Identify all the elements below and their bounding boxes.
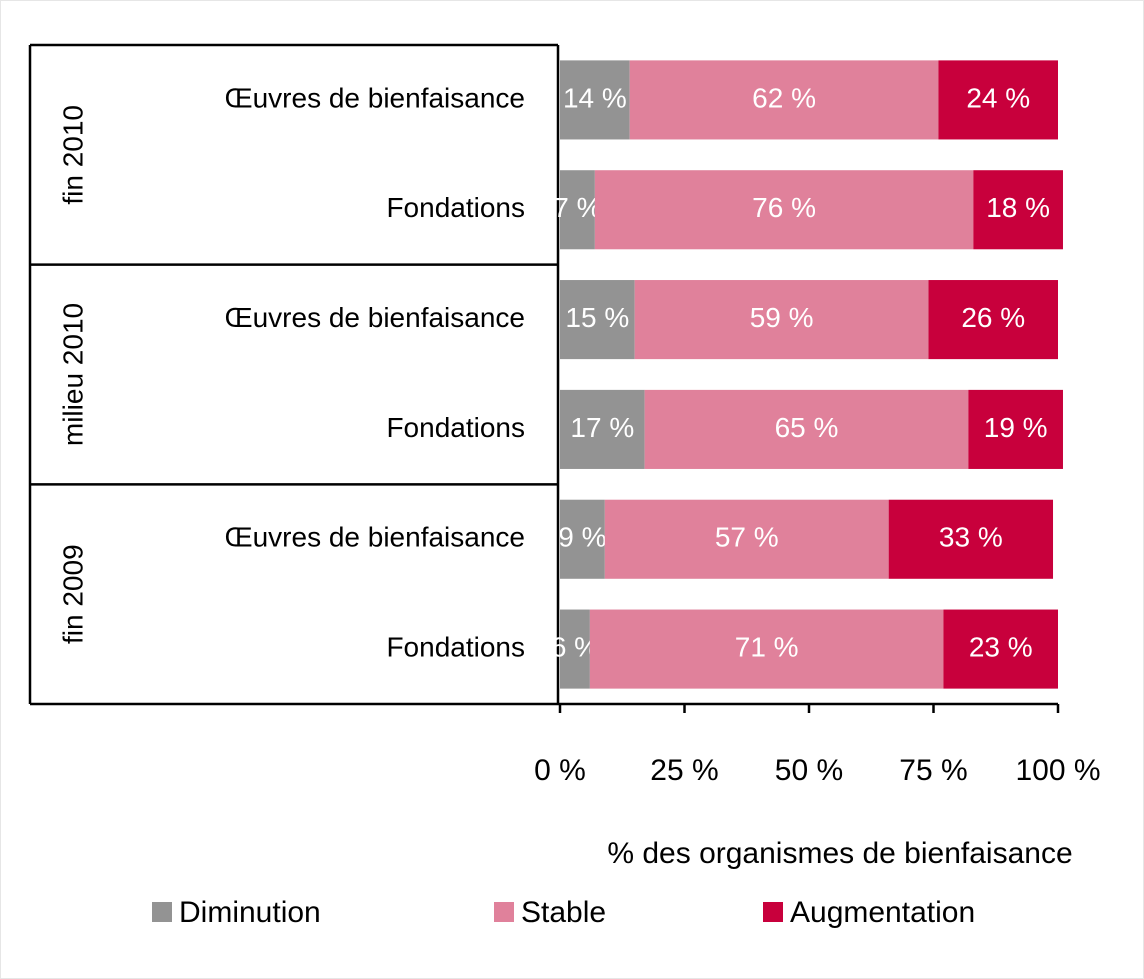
x-tick-label: 0 % xyxy=(534,754,586,787)
data-label: 18 % xyxy=(986,192,1050,223)
data-label: 71 % xyxy=(735,631,799,662)
category-label: Œuvres de bienfaisance xyxy=(225,522,525,553)
category-label: Fondations xyxy=(386,412,525,443)
data-label: 57 % xyxy=(715,522,779,553)
bar-segment xyxy=(560,60,630,140)
legend-label: Diminution xyxy=(179,896,321,929)
category-label: Fondations xyxy=(386,192,525,223)
data-label: 23 % xyxy=(969,631,1033,662)
group-label: fin 2010 xyxy=(57,105,88,205)
bar-segment xyxy=(589,609,944,689)
legend-label: Stable xyxy=(521,896,606,929)
bar-segment xyxy=(560,609,590,689)
legend-swatch xyxy=(763,902,783,922)
bar-segment xyxy=(560,499,605,579)
bar-segment xyxy=(938,60,1058,140)
x-tick-label: 75 % xyxy=(899,754,967,787)
x-axis-label: % des organismes de bienfaisance xyxy=(607,837,1072,870)
data-label: 15 % xyxy=(565,302,629,333)
category-label: Fondations xyxy=(386,631,525,662)
data-label: 9 % xyxy=(558,522,606,553)
bar-segment xyxy=(560,280,635,360)
bar-segment xyxy=(634,280,929,360)
bar-segment xyxy=(604,499,889,579)
bar-segment xyxy=(594,170,974,250)
data-label: 26 % xyxy=(961,302,1025,333)
legend-label: Augmentation xyxy=(790,896,975,929)
bar-segment xyxy=(629,60,939,140)
data-label: 65 % xyxy=(775,412,839,443)
data-label: 19 % xyxy=(984,412,1048,443)
data-label: 59 % xyxy=(750,302,814,333)
category-label: Œuvres de bienfaisance xyxy=(225,82,525,113)
x-tick-label: 100 % xyxy=(1015,754,1100,787)
x-tick-label: 50 % xyxy=(775,754,843,787)
data-label: 7 % xyxy=(553,192,601,223)
bar-segment xyxy=(888,499,1054,579)
data-label: 62 % xyxy=(752,82,816,113)
bar-segment xyxy=(968,389,1063,469)
bar-segment xyxy=(560,170,595,250)
data-label: 76 % xyxy=(752,192,816,223)
bar-segment xyxy=(560,389,645,469)
bar-segment xyxy=(973,170,1063,250)
legend-swatch xyxy=(494,902,514,922)
data-label: 24 % xyxy=(966,82,1030,113)
group-label: fin 2009 xyxy=(57,544,88,644)
bar-segment xyxy=(943,609,1058,689)
x-tick-label: 25 % xyxy=(650,754,718,787)
legend-swatch xyxy=(152,902,172,922)
data-label: 17 % xyxy=(570,412,634,443)
category-label: Œuvres de bienfaisance xyxy=(225,302,525,333)
bar-segment xyxy=(644,389,969,469)
bar-segment xyxy=(928,280,1058,360)
data-label: 33 % xyxy=(939,522,1003,553)
group-label: milieu 2010 xyxy=(57,303,88,446)
data-label: 14 % xyxy=(563,82,627,113)
